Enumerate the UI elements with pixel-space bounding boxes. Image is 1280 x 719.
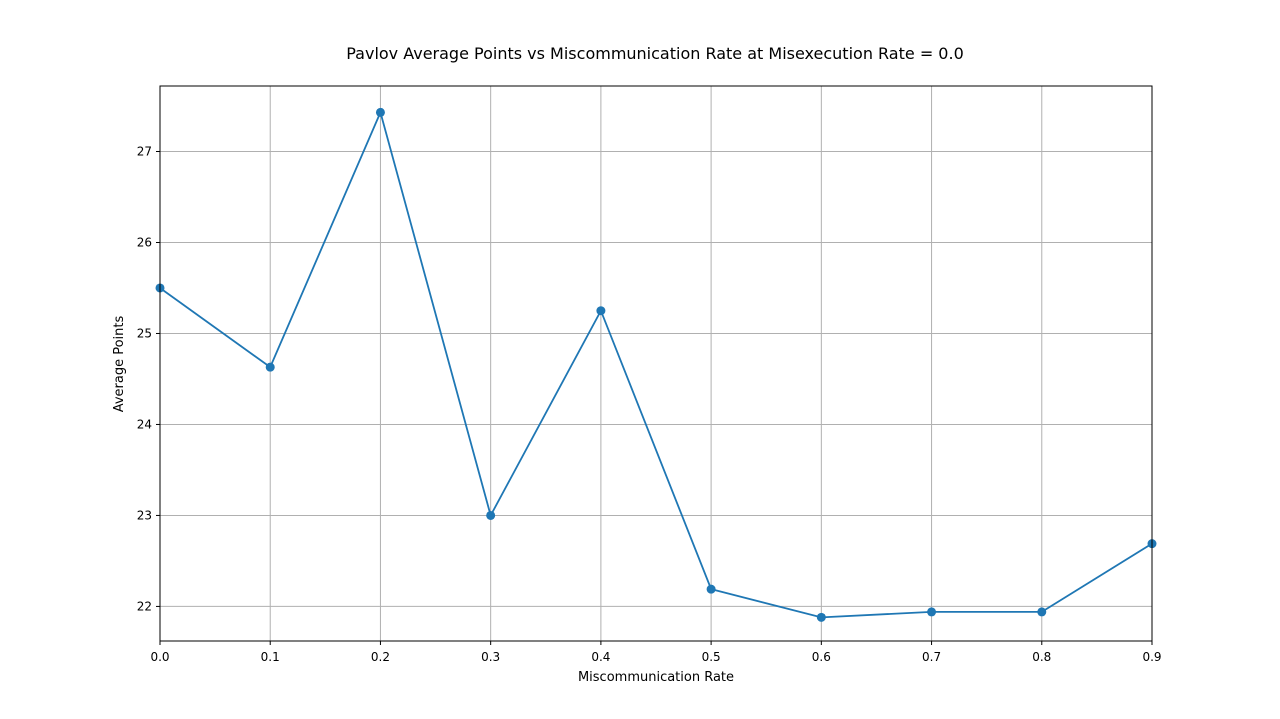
y-tick-label: 27 — [137, 145, 152, 159]
data-point — [816, 612, 826, 622]
grid-lines — [159, 86, 1153, 641]
x-tick-label: 0.4 — [591, 650, 610, 664]
x-tick-label: 0.1 — [261, 650, 280, 664]
x-tick-label: 0.9 — [1142, 650, 1161, 664]
data-point — [927, 607, 937, 617]
series-line — [159, 109, 1153, 619]
y-axis-label: Average Points — [112, 315, 127, 412]
y-tick-label: 23 — [137, 508, 152, 522]
x-tick-label: 0.5 — [702, 650, 721, 664]
y-tick-label: 25 — [137, 326, 152, 340]
x-tick-label: 0.7 — [922, 650, 941, 664]
x-tick-label: 0.6 — [812, 650, 831, 664]
data-point — [265, 362, 275, 372]
x-tick-label: 0.8 — [1032, 650, 1051, 664]
data-point — [596, 306, 606, 316]
data-point — [486, 510, 496, 520]
series-layer — [155, 107, 1157, 622]
axis-ticks: 0.0 0.1 0.2 0.3 0.4 0.5 0.6 0.7 0.8 0.9 22 23 24 25 26… — [137, 145, 1162, 664]
y-tick-label: 22 — [137, 599, 152, 613]
chart-title: Pavlov Average Points vs Miscommunicatio… — [346, 44, 964, 63]
x-axis-label: Miscommunication Rate — [578, 670, 734, 685]
y-tick-label: 24 — [137, 417, 152, 431]
plot-frame — [159, 85, 1153, 642]
x-tick-label: 0.3 — [481, 650, 500, 664]
data-point — [706, 584, 716, 594]
x-tick-label: 0.2 — [371, 650, 390, 664]
x-tick-label: 0.0 — [150, 650, 169, 664]
y-tick-label: 26 — [137, 235, 152, 249]
data-point — [1037, 607, 1047, 617]
data-point — [375, 107, 385, 117]
